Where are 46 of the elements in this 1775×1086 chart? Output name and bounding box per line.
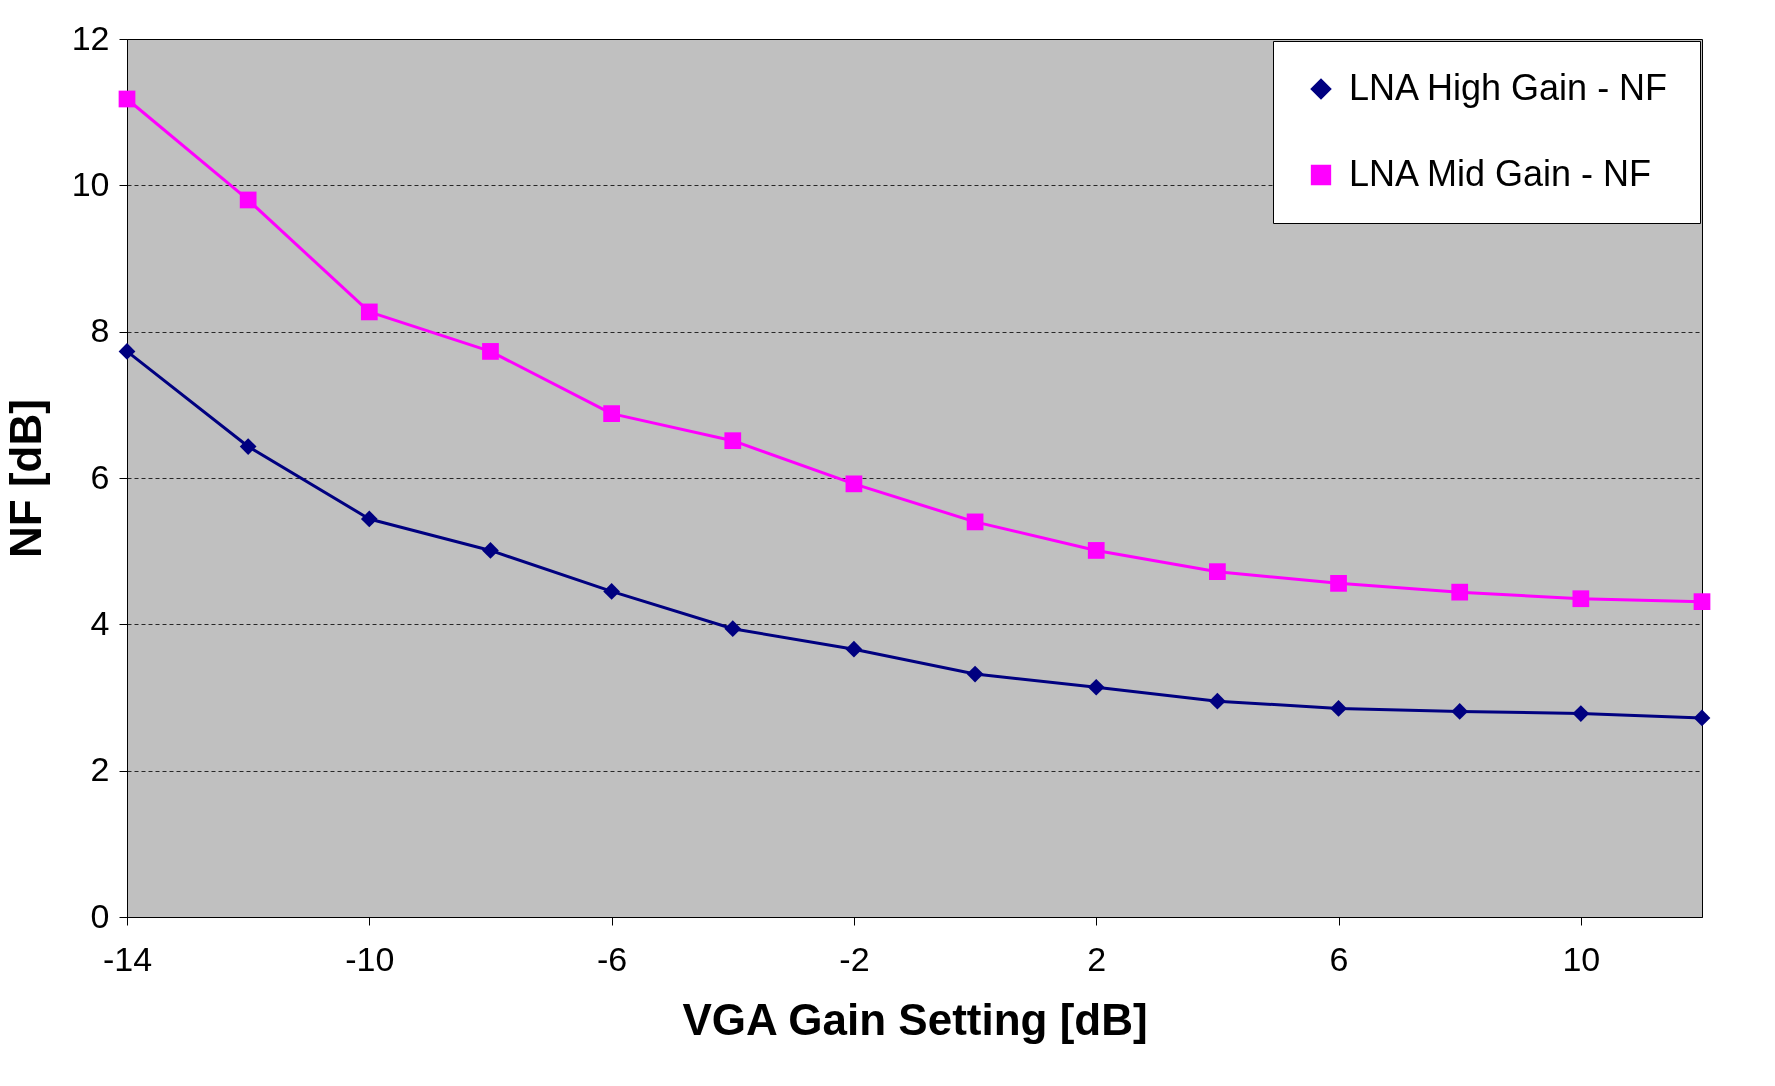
x-tick-label: -2 (839, 939, 870, 978)
point (118, 90, 136, 108)
point (239, 438, 257, 455)
point (845, 640, 863, 658)
y-tick-label: 6 (90, 457, 110, 496)
point (1087, 678, 1105, 696)
y-axis-title: NF [dB] (0, 399, 50, 558)
point (724, 432, 742, 450)
y-tick-label: 8 (90, 311, 110, 350)
point (966, 665, 984, 683)
point (1330, 574, 1347, 592)
point (1693, 709, 1711, 727)
x-tick-label: -10 (345, 939, 395, 978)
point (1572, 590, 1590, 608)
legend-label: LNA Mid Gain - NF (1349, 153, 1652, 194)
point (1572, 705, 1590, 722)
point (724, 620, 742, 638)
x-tick-label: -6 (597, 939, 628, 978)
point (603, 405, 620, 422)
y-tick-label: 10 (71, 164, 110, 203)
point (1451, 703, 1469, 720)
point (360, 303, 378, 321)
point (1087, 542, 1105, 559)
x-tick-label: -14 (102, 939, 153, 978)
x-tick-label: 10 (1562, 939, 1601, 978)
point (603, 583, 620, 600)
point (118, 343, 136, 360)
point (482, 542, 499, 559)
x-tick-label: 6 (1329, 939, 1349, 978)
point (1451, 583, 1469, 601)
y-tick-label: 12 (71, 18, 110, 57)
point (239, 191, 257, 209)
point (360, 510, 378, 528)
y-tick-label: 2 (90, 750, 110, 789)
point (966, 513, 984, 531)
point (1693, 593, 1711, 611)
point (482, 343, 499, 360)
x-tick-label: 2 (1087, 939, 1107, 978)
point (1330, 700, 1347, 717)
point (1209, 692, 1226, 710)
point (1209, 563, 1226, 581)
y-tick-label: 4 (90, 603, 110, 642)
legend-label: LNA High Gain - NF (1349, 67, 1668, 108)
y-tick-label: 0 (90, 896, 110, 935)
x-axis-title: VGA Gain Setting [dB] (682, 994, 1148, 1044)
point (845, 475, 863, 493)
